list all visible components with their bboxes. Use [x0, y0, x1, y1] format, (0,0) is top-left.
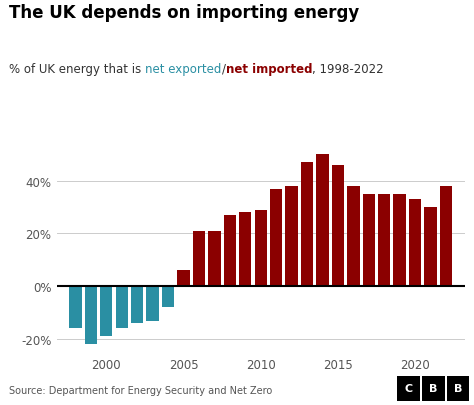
Bar: [208, 231, 220, 287]
Text: C: C: [404, 384, 413, 393]
Bar: [440, 186, 452, 287]
Text: % of UK energy that is: % of UK energy that is: [9, 63, 146, 76]
Text: net exported: net exported: [146, 63, 222, 76]
Bar: [347, 186, 359, 287]
Bar: [378, 194, 391, 287]
Text: The UK depends on importing energy: The UK depends on importing energy: [9, 4, 360, 22]
Bar: [131, 287, 143, 323]
Text: , 1998-2022: , 1998-2022: [312, 63, 384, 76]
Bar: [177, 271, 190, 287]
Text: /: /: [222, 63, 226, 76]
Bar: [239, 213, 251, 287]
Bar: [409, 200, 421, 287]
Bar: [224, 215, 236, 287]
Text: net imported: net imported: [226, 63, 312, 76]
Bar: [332, 165, 344, 287]
Text: B: B: [454, 384, 462, 393]
Bar: [69, 287, 82, 328]
Bar: [301, 163, 313, 287]
Bar: [255, 210, 267, 287]
Bar: [316, 155, 328, 287]
Bar: [85, 287, 97, 344]
Bar: [270, 189, 283, 287]
Bar: [116, 287, 128, 328]
Bar: [162, 287, 174, 308]
Text: Source: Department for Energy Security and Net Zero: Source: Department for Energy Security a…: [9, 385, 273, 395]
Text: B: B: [429, 384, 438, 393]
Bar: [100, 287, 112, 337]
Bar: [393, 194, 406, 287]
Bar: [146, 287, 159, 321]
Bar: [285, 186, 298, 287]
Bar: [363, 194, 375, 287]
Bar: [424, 207, 437, 287]
Bar: [193, 231, 205, 287]
